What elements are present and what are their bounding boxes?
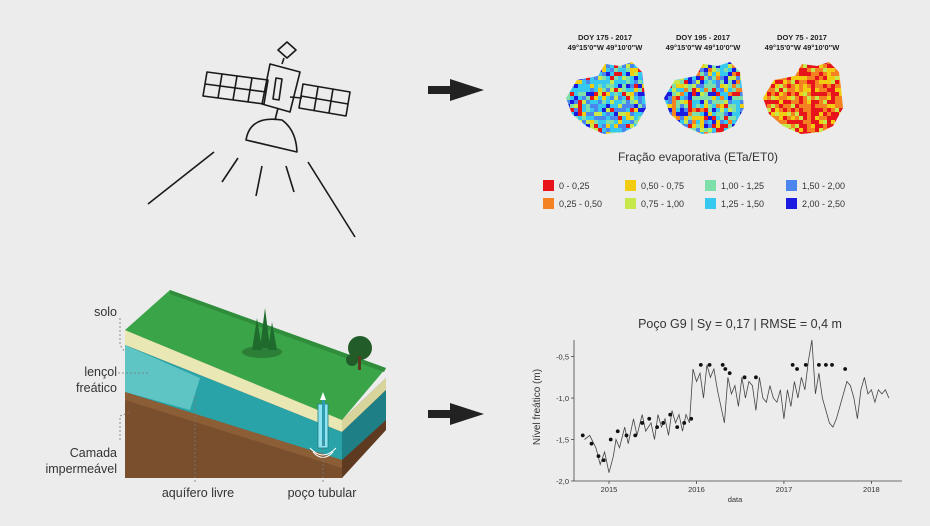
legend-label-7: 2,00 - 2,50 [802, 199, 845, 209]
series-point-6 [624, 433, 629, 438]
series-point-15 [689, 416, 694, 421]
series-point-11 [661, 421, 666, 425]
map-3-title: DOY 75 - 2017 [777, 33, 827, 42]
map-2-coords: 49°15'0"W 49°10'0"W [666, 43, 742, 52]
map-titles: DOY 175 - 2017 49°15'0"W 49°10'0"W DOY 1… [568, 33, 841, 52]
legend-swatch-6 [786, 180, 797, 191]
x-tick-label-3: 2018 [863, 485, 880, 494]
legend-swatch-5 [705, 198, 716, 209]
series-point-23 [790, 362, 795, 367]
label-impermeavel: impermeável [45, 462, 117, 476]
series-point-26 [817, 362, 821, 367]
series-point-1 [589, 441, 594, 446]
evaporative-map-2 [664, 62, 744, 134]
series-point-10 [655, 425, 659, 429]
label-poco-tubular: poço tubular [288, 486, 357, 500]
legend-label-4: 1,00 - 1,25 [721, 181, 764, 191]
map-3-coords: 49°15'0"W 49°10'0"W [765, 43, 841, 52]
legend-label-5: 1,25 - 1,50 [721, 199, 764, 209]
legend-swatch-7 [786, 198, 797, 209]
legend-swatch-0 [543, 180, 554, 191]
arrow-right-icon-2 [428, 403, 484, 425]
series-point-13 [675, 425, 680, 429]
map-1-coords: 49°15'0"W 49°10'0"W [568, 43, 644, 52]
legend-title: Fração evaporativa (ETa/ET0) [618, 150, 778, 164]
label-solo: solo [94, 305, 117, 319]
legend-label-1: 0,25 - 0,50 [559, 199, 602, 209]
legend-swatch-2 [625, 180, 636, 191]
series-point-18 [720, 362, 725, 367]
legend-label-3: 0,75 - 1,00 [641, 199, 684, 209]
legend-swatch-1 [543, 198, 554, 209]
x-tick-label-0: 2015 [601, 485, 618, 494]
aquifer-block-diagram [125, 290, 386, 478]
satellite-beams-icon [147, 151, 356, 238]
x-tick-label-2: 2017 [776, 485, 793, 494]
chart-xlabel: data [728, 495, 743, 504]
series-point-25 [803, 362, 808, 367]
legend-swatch-3 [625, 198, 636, 209]
series-point-5 [615, 429, 620, 434]
evaporative-map-3 [763, 62, 843, 134]
legend-swatch-4 [705, 180, 716, 191]
y-tick-label-2: -1,0 [556, 394, 569, 403]
chart-title: Poço G9 | Sy = 0,17 | RMSE = 0,4 m [638, 317, 842, 331]
series-point-16 [698, 362, 703, 367]
y-tick-label-1: -1,5 [556, 436, 569, 445]
chart-ylabel: Nível freático (m) [532, 369, 543, 445]
series-point-12 [668, 412, 673, 417]
series-point-0 [580, 433, 585, 438]
series-point-7 [633, 433, 638, 438]
series-point-28 [830, 362, 834, 367]
label-freatico: freático [76, 381, 117, 395]
series-point-3 [601, 458, 606, 463]
x-tick-label-1: 2016 [688, 485, 705, 494]
series-point-24 [795, 367, 799, 371]
series-point-29 [843, 367, 848, 371]
series-point-17 [707, 362, 712, 367]
series-line-0 [584, 339, 890, 473]
series-point-22 [754, 375, 758, 380]
series-point-14 [682, 421, 687, 425]
label-lencol: lençol [84, 365, 117, 379]
satellite-icon [202, 41, 351, 153]
map-1-title: DOY 175 - 2017 [578, 33, 632, 42]
arrow-right-icon [428, 79, 484, 101]
series-point-9 [647, 416, 652, 421]
series-point-4 [608, 437, 613, 442]
y-tick-label-0: -2,0 [556, 477, 569, 486]
leader-lines [118, 318, 324, 482]
series-point-21 [742, 375, 747, 380]
label-camada: Camada [70, 446, 117, 460]
legend-label-2: 0,50 - 0,75 [641, 181, 684, 191]
label-aquifero-livre: aquífero livre [162, 486, 234, 500]
series-point-27 [824, 362, 828, 367]
series-point-8 [640, 421, 645, 425]
legend-label-0: 0 - 0,25 [559, 181, 590, 191]
legend-label-6: 1,50 - 2,00 [802, 181, 845, 191]
series-point-2 [596, 454, 601, 459]
y-tick-label-3: -0,5 [556, 353, 569, 362]
series-point-20 [727, 371, 732, 376]
evaporative-map-1 [566, 62, 646, 134]
legend: 0 - 0,25 0,25 - 0,50 0,50 - 0,75 0,75 - 1,0… [543, 180, 845, 209]
map-2-title: DOY 195 - 2017 [676, 33, 730, 42]
groundwater-chart: 2015 2016 2017 2018 -2,0 -1,5 -1,0 -0,5 [556, 339, 902, 494]
series-point-19 [723, 367, 728, 371]
